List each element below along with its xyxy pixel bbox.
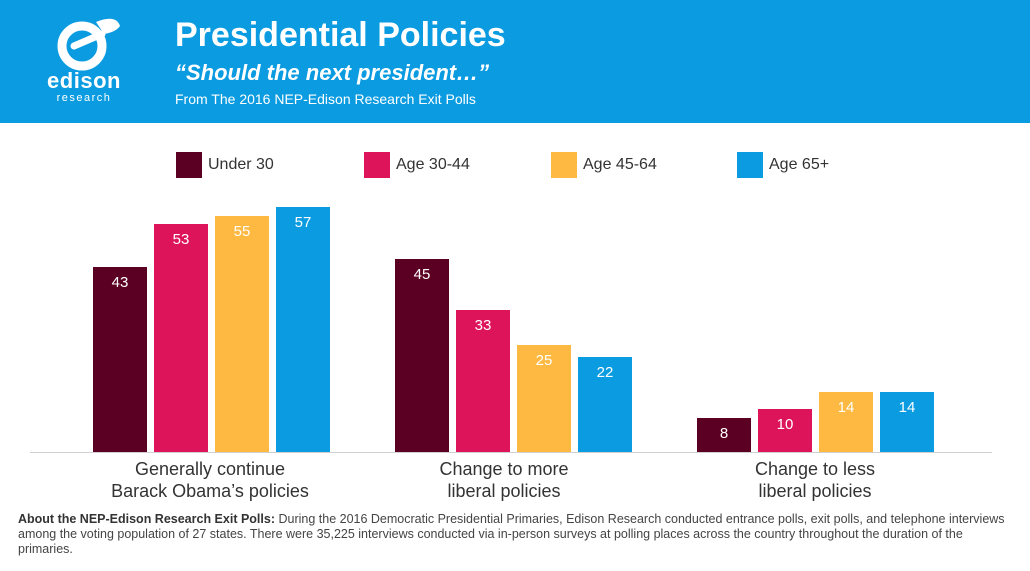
legend-swatch	[176, 152, 202, 178]
bar	[517, 344, 571, 452]
legend-swatch	[364, 152, 390, 178]
bar	[758, 409, 812, 452]
bar-value-label: 14	[837, 398, 855, 416]
bar	[215, 215, 269, 452]
category-label-continue: Generally continue Barack Obama’s polici…	[111, 459, 309, 501]
bar-value-label: 55	[233, 222, 251, 240]
bar	[578, 357, 632, 452]
bar-value-label: 53	[172, 231, 190, 249]
footnote: About the NEP-Edison Research Exit Polls…	[18, 512, 1018, 557]
logo-sub: research	[56, 92, 112, 104]
bar	[697, 417, 751, 452]
legend-item-age-30-44: Age 30-44	[364, 152, 470, 178]
bar-value-label: 33	[474, 317, 492, 335]
legend-label: Age 65+	[769, 156, 830, 173]
legend-label: Under 30	[208, 156, 274, 173]
bar-value-label: 25	[535, 351, 553, 369]
footnote-text: During the 2016 Democratic Presidential …	[18, 512, 1005, 556]
legend-swatch	[737, 152, 763, 178]
bar-value-label: 10	[776, 416, 794, 433]
chart-title: Presidential Policies	[175, 16, 506, 54]
legend-label: Age 30-44	[396, 156, 470, 173]
edison-logo-icon	[57, 18, 120, 71]
bar	[154, 224, 208, 452]
logo-word: edison	[47, 68, 121, 93]
bar-value-label: 45	[413, 265, 431, 283]
bar-value-label: 43	[111, 274, 129, 292]
legend-label: Age 45-64	[583, 156, 657, 173]
legend-item-age-45-64: Age 45-64	[551, 152, 657, 178]
bar	[880, 391, 934, 452]
header-banner: edison research Presidential Policies “S…	[0, 0, 1030, 123]
chart-subtitle: “Should the next president…”	[175, 60, 490, 85]
category-label-less-liberal: Change to less liberal policies	[754, 459, 876, 501]
bar	[276, 206, 330, 452]
bar	[819, 391, 873, 452]
bar-value-label: 57	[294, 213, 312, 231]
category-label-more-liberal: Change to more liberal policies	[439, 459, 569, 501]
footnote-heading: About the NEP-Edison Research Exit Polls…	[18, 512, 275, 526]
bar	[456, 310, 510, 452]
chart-source: From The 2016 NEP-Edison Research Exit P…	[175, 91, 476, 107]
legend-item-under-30: Under 30	[176, 152, 274, 178]
legend-swatch	[551, 152, 577, 178]
legend-item-age-65: Age 65+	[737, 152, 829, 178]
bar	[395, 258, 449, 452]
x-axis-line	[30, 452, 992, 453]
bar-value-label: 14	[898, 398, 916, 416]
logo-text: edison research	[44, 68, 124, 105]
bar-value-label: 8	[719, 424, 729, 442]
bar-value-label: 22	[596, 364, 614, 382]
bar	[93, 267, 147, 452]
